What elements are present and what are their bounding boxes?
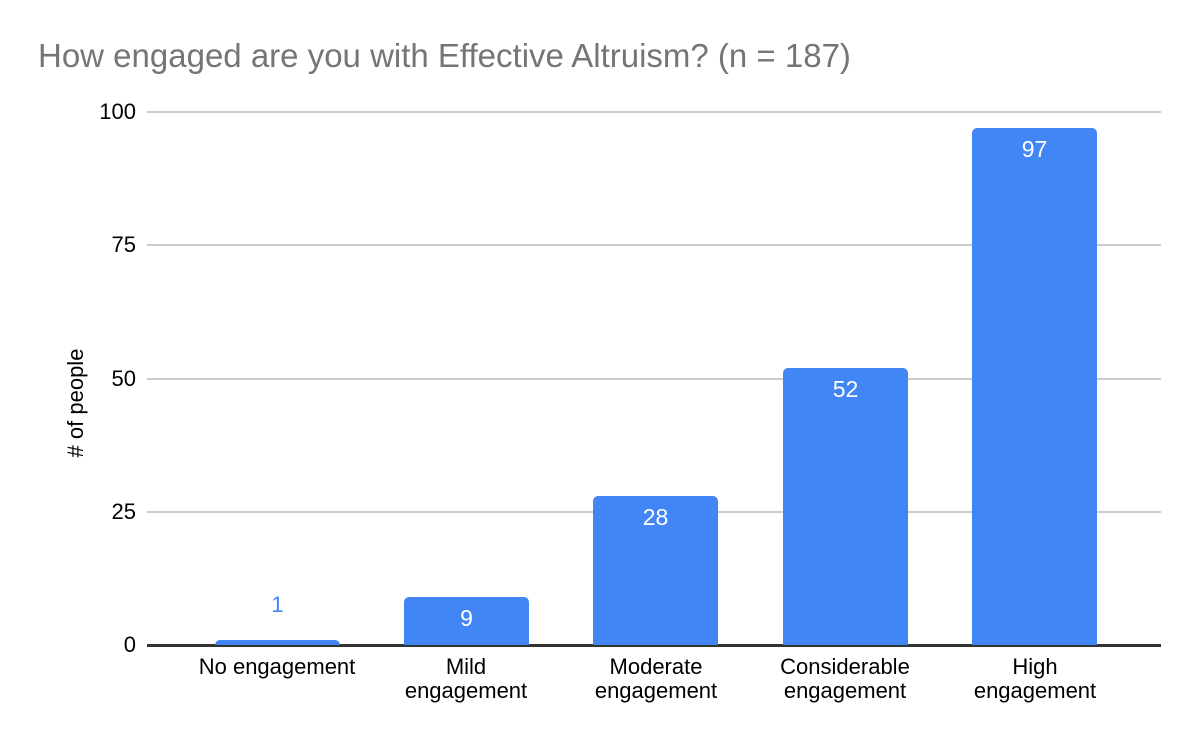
x-tick-label-high-engagement: High engagement [973,654,1097,703]
x-tick-label-considerable-engagement: Considerable engagement [780,654,910,703]
y-tick-label: 25 [111,498,136,524]
bar-value-label: 9 [460,605,473,631]
y-axis-title: # of people [63,348,88,458]
x-tick-label-no-engagement: No engagement [198,654,356,679]
y-tick-label: 50 [111,365,136,391]
bar-moderate-engagement[interactable] [593,496,718,645]
x-tick-label-mild-engagement: Mild engagement [404,654,528,703]
chart-title: How engaged are you with Effective Altru… [38,37,851,74]
x-tick-label-moderate-engagement: Moderate engagement [594,654,718,703]
gridline [147,377,1161,380]
y-tick-label: 100 [99,99,136,124]
gridline [147,111,1161,113]
bar-high-engagement[interactable] [972,128,1097,645]
y-tick-label: 0 [123,632,136,657]
bar-no-engagement[interactable] [215,640,340,645]
bar-considerable-engagement[interactable] [783,368,908,645]
gridline [147,244,1161,247]
bar-mild-engagement[interactable] [404,597,529,645]
bar-value-label: 1 [271,592,284,617]
x-axis-line [147,644,1161,647]
y-tick-label: 75 [111,232,136,258]
bar-value-label: 28 [642,504,669,530]
bar-value-label: 97 [1021,136,1048,162]
bar-value-label: 52 [832,376,859,402]
